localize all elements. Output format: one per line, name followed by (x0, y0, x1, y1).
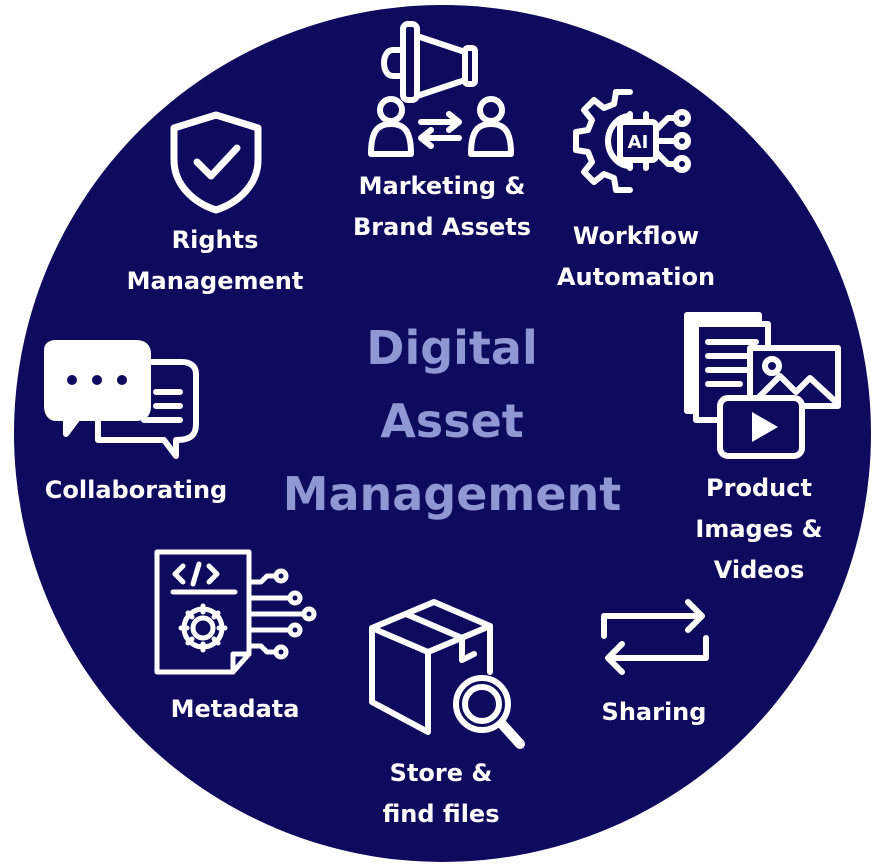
label-line: Metadata (170, 695, 300, 723)
media-files-icon (684, 312, 844, 460)
label-marketing-brand-assets: Marketing & Brand Assets (353, 166, 531, 248)
shield-check-icon (166, 110, 266, 214)
title-line-2: Asset (380, 394, 524, 448)
label-line: find files (382, 800, 500, 828)
chat-bubbles-icon (44, 340, 204, 462)
label-line: Product (706, 474, 812, 502)
label-line: Rights (171, 226, 259, 254)
label-line: Brand Assets (352, 213, 532, 241)
label-line: Workflow (572, 222, 700, 250)
label-metadata: Metadata (171, 689, 300, 730)
gear-ai-circuit-icon: AI (572, 86, 696, 196)
label-collaborating: Collaborating (45, 470, 227, 511)
title-line-1: Digital (366, 321, 538, 375)
label-line: Management (126, 267, 304, 295)
label-line: Marketing & (358, 172, 526, 200)
label-line: Sharing (601, 698, 707, 726)
svg-text:AI: AI (628, 132, 649, 153)
label-line: Automation (556, 263, 716, 291)
label-product-images-videos: Product Images & Videos (695, 468, 822, 591)
megaphone-people-exchange-icon (365, 21, 521, 157)
label-line: Images & (695, 515, 823, 543)
title-line-3: Management (282, 467, 622, 521)
label-sharing: Sharing (602, 692, 707, 733)
label-store-find-files: Store & find files (383, 753, 500, 835)
center-title: Digital Asset Management (283, 312, 622, 531)
label-line: Store & (389, 759, 493, 787)
sync-arrows-icon (598, 596, 712, 678)
code-document-gear-icon (153, 548, 317, 678)
label-line: Collaborating (44, 476, 228, 504)
box-search-icon (366, 598, 528, 754)
label-line: Videos (713, 556, 805, 584)
label-workflow-automation: Workflow Automation (557, 216, 715, 298)
label-rights-management: Rights Management (127, 220, 304, 302)
